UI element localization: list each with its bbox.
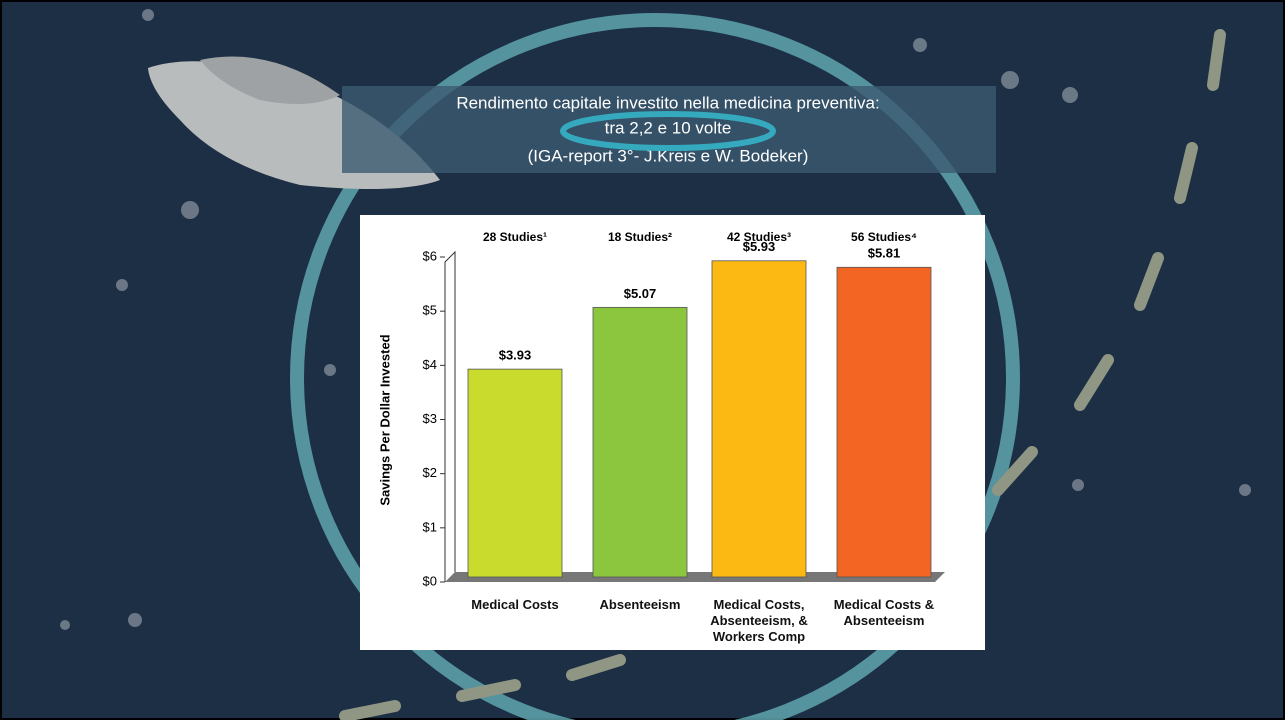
title-line: (IGA-report 3°- J.Kreis e W. Bodeker) (528, 146, 809, 165)
title-band (342, 86, 996, 173)
x-tick-label: Medical Costs (471, 597, 559, 612)
dashed-orbit (339, 29, 1226, 722)
bar (836, 266, 932, 578)
value-label: $5.81 (868, 246, 901, 261)
y-tick-label: $1 (423, 519, 437, 534)
y-tick-label: $0 (423, 573, 437, 588)
bar (467, 368, 563, 578)
y-tick-label: $6 (423, 248, 437, 263)
highlight-ellipse (560, 111, 776, 151)
bar (711, 260, 807, 578)
y-axis-label: Savings Per Dollar Invested (377, 334, 392, 505)
bar (592, 306, 688, 578)
ring (290, 13, 1020, 725)
y-tick-label: $5 (423, 303, 437, 318)
x-tick-label: Absenteeism (599, 597, 681, 612)
value-label: $3.93 (499, 348, 532, 363)
x-tick-label: Medical Costs & Absenteeism (833, 597, 935, 628)
y-tick-label: $4 (423, 357, 437, 372)
value-label: $5.07 (624, 286, 657, 301)
y-tick-label: $3 (423, 411, 437, 426)
title-line: tra 2,2 e 10 volte (605, 118, 732, 137)
value-label: $5.93 (743, 239, 776, 254)
x-tick-label: Medical Costs, Absenteeism, & Workers Co… (710, 597, 808, 644)
floor (445, 572, 945, 582)
bar-header: 56 Studies⁴ (851, 230, 917, 244)
bar-header: 42 Studies³ (727, 230, 791, 244)
y-tick-label: $2 (423, 465, 437, 480)
title-line: Rendimento capitale investito nella medi… (456, 93, 879, 112)
bar-header: 18 Studies² (608, 230, 672, 244)
stars (60, 9, 1251, 630)
bar-header: 28 Studies¹ (483, 230, 547, 244)
slide-title: Rendimento capitale investito nella medi… (456, 93, 879, 165)
y-axis (444, 250, 456, 582)
